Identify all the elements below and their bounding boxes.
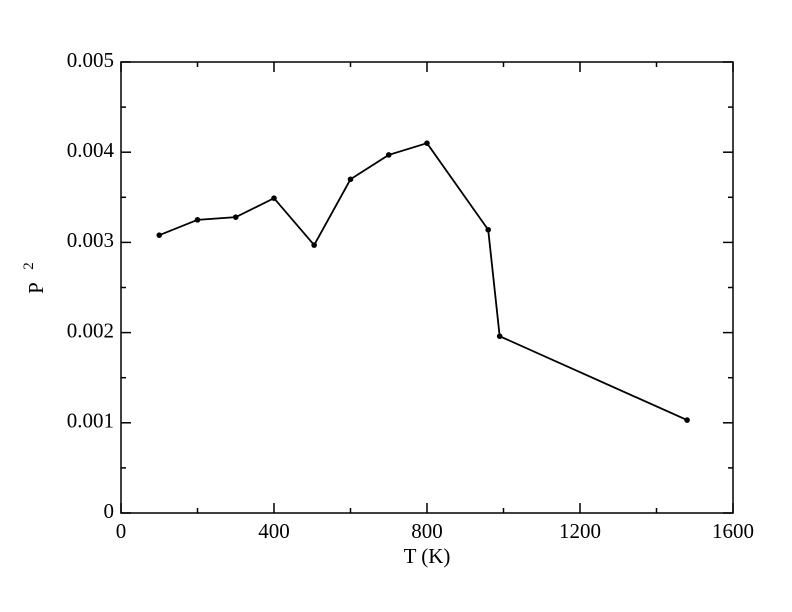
data-point [496, 333, 503, 340]
y-tick-label: 0.004 [67, 138, 115, 162]
x-axis-label: T (K) [404, 544, 451, 568]
data-point [684, 417, 690, 423]
x-tick-label: 400 [258, 519, 290, 543]
y-tick-label: 0.003 [67, 228, 114, 252]
y-tick-label: 0.002 [67, 318, 114, 342]
y-tick-label: 0.001 [67, 409, 114, 433]
y-axis-label-subscript: 2 [21, 262, 37, 270]
y-axis-label: P 2 [21, 262, 48, 294]
y-tick-label: 0.005 [67, 48, 114, 72]
x-tick-label: 800 [411, 519, 443, 543]
data-line [158, 142, 688, 421]
data-point [156, 232, 163, 238]
y-tick-label: 0 [104, 499, 115, 523]
x-tick-label: 1200 [559, 519, 601, 543]
data-point [194, 217, 201, 223]
data-point [424, 140, 430, 146]
plot-frame [120, 61, 734, 514]
data-point [485, 226, 492, 233]
data-point [232, 214, 239, 220]
y-axis-label-main: P [24, 282, 48, 294]
data-point [347, 176, 354, 183]
x-tick-label: 1600 [712, 519, 754, 543]
data-point [271, 195, 277, 202]
data-point [385, 152, 392, 158]
x-tick-label: 0 [116, 519, 127, 543]
data-point [311, 242, 317, 248]
